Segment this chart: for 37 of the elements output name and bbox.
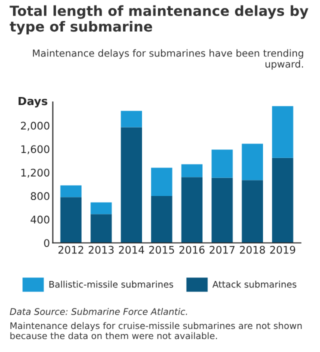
- y-tick-label: 800: [30, 192, 50, 200]
- y-axis-title: Days: [18, 96, 48, 108]
- legend-label: Attack submarines: [212, 280, 296, 288]
- text: Maintenance delays for cruise-missile submarines are not shown because the data on them were not available.: [10, 322, 302, 340]
- bar: [60, 197, 82, 243]
- legend-label: Ballistic-missile submarines: [49, 280, 174, 288]
- bar: [90, 214, 112, 243]
- y-tick-label: 400: [30, 216, 50, 224]
- x-tick-label: 2016: [179, 246, 205, 254]
- x-tick-label: 2012: [58, 246, 84, 254]
- bar: [90, 202, 112, 214]
- bar: [242, 180, 263, 243]
- x-tick-label: 2018: [240, 246, 265, 254]
- text: Maintenance delays for submarines have been trending upward.: [32, 49, 304, 70]
- x-tick-label: 2013: [88, 246, 114, 254]
- bar: [272, 158, 294, 243]
- chart-title: Total length of maintenance delays by type of submarine: [10, 5, 308, 34]
- bar: [60, 185, 82, 198]
- x-tick-label: 2017: [210, 246, 235, 254]
- y-tick-label: 2,000: [20, 122, 50, 131]
- bar: [151, 196, 172, 243]
- x-tick-label: 2015: [149, 246, 174, 254]
- bar: [181, 164, 203, 178]
- bar: [242, 144, 263, 180]
- bar: [272, 106, 294, 158]
- y-tick-label: 1,600: [21, 145, 50, 154]
- y-tick-label: 0: [44, 239, 50, 247]
- x-tick-label: 2019: [270, 246, 296, 254]
- bar: [181, 177, 203, 243]
- x-tick-label: 2014: [118, 246, 144, 254]
- bar: [151, 168, 172, 196]
- bar: [120, 127, 142, 243]
- bar: [120, 110, 142, 128]
- bar: [212, 178, 233, 243]
- y-tick-label: 1,200: [21, 168, 50, 178]
- source-note: Data Source: Submarine Force Atlantic.: [10, 308, 187, 315]
- bar: [212, 150, 233, 178]
